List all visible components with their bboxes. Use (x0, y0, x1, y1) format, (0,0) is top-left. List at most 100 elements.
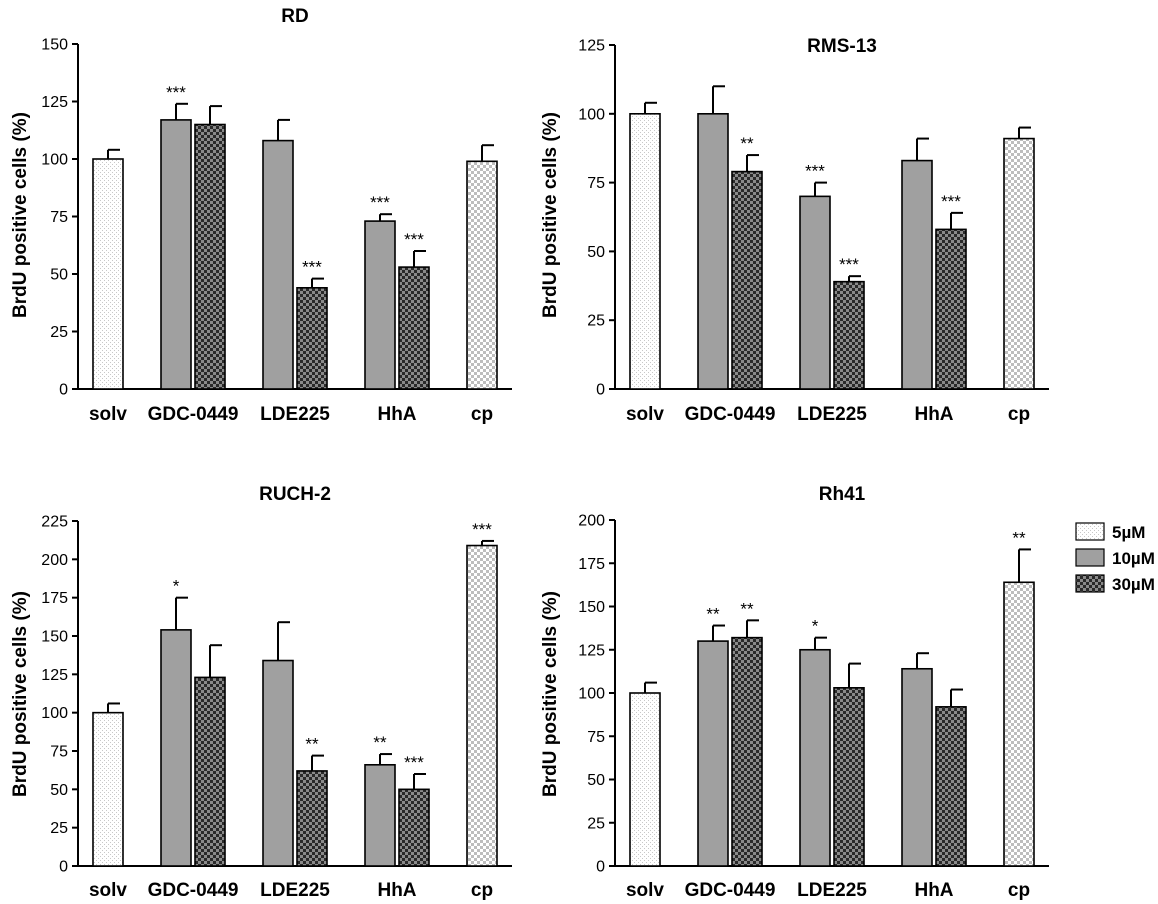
bar (901, 667, 933, 867)
category-label: GDC-0449 (148, 880, 239, 901)
bar (1003, 137, 1035, 390)
significance-label: ** (706, 605, 720, 624)
legend-swatch-30um (1075, 574, 1105, 593)
y-tick-label: 50 (50, 782, 68, 799)
legend-label-30um: 30µM (1112, 575, 1155, 594)
y-tick-label: 175 (41, 590, 68, 607)
y-tick-label: 200 (578, 513, 605, 530)
y-tick-label: 75 (587, 175, 605, 192)
category-label: GDC-0449 (148, 404, 239, 425)
y-tick-label: 25 (587, 815, 605, 832)
category-label: LDE225 (260, 404, 330, 425)
y-tick-label: 100 (41, 705, 68, 722)
bar (731, 170, 763, 390)
bar (194, 123, 226, 390)
y-tick-label: 150 (578, 599, 605, 616)
bar (833, 687, 865, 867)
category-label: solv (626, 404, 664, 425)
y-axis-label-rd: BrdU positive cells (%) (10, 112, 31, 318)
panel-title-ruch2: RUCH-2 (259, 484, 331, 505)
category-label: solv (89, 880, 127, 901)
category-label: LDE225 (260, 880, 330, 901)
bar (296, 286, 328, 390)
legend-label-5um: 5µM (1112, 523, 1145, 542)
bar (398, 788, 430, 867)
bar (364, 763, 396, 867)
significance-label: * (173, 577, 180, 596)
y-tick-label: 25 (587, 313, 605, 330)
y-tick-label: 25 (50, 820, 68, 837)
y-tick-label: 0 (59, 382, 68, 399)
panel-title-rms13: RMS-13 (807, 36, 877, 57)
y-tick-label: 125 (41, 94, 68, 111)
y-tick-label: 50 (587, 244, 605, 261)
category-label: GDC-0449 (685, 404, 776, 425)
bar (296, 770, 328, 867)
bar (262, 139, 294, 390)
y-axis-label-ruch2: BrdU positive cells (%) (10, 591, 31, 797)
bar (799, 195, 831, 390)
panel-title-rd: RD (281, 6, 308, 27)
y-tick-label: 100 (41, 152, 68, 169)
legend-label-10um: 10µM (1112, 549, 1155, 568)
y-tick-label: 75 (587, 729, 605, 746)
category-label: LDE225 (797, 404, 867, 425)
bar (160, 119, 192, 390)
y-tick-label: 175 (578, 556, 605, 573)
category-label: GDC-0449 (685, 880, 776, 901)
legend-swatch-10um (1075, 548, 1105, 567)
significance-label: *** (805, 162, 825, 181)
bar (92, 711, 124, 867)
category-label: HhA (377, 404, 416, 425)
bar (935, 706, 967, 867)
significance-label: ** (373, 733, 387, 752)
category-label: solv (626, 880, 664, 901)
significance-label: *** (472, 520, 492, 539)
significance-label: ** (305, 735, 319, 754)
y-tick-label: 0 (596, 382, 605, 399)
legend: 5µM 10µM 30µM (1075, 522, 1155, 594)
bar (833, 280, 865, 390)
significance-label: *** (404, 753, 424, 772)
y-tick-label: 125 (41, 667, 68, 684)
panel-title-rh41: Rh41 (819, 484, 866, 505)
category-label: cp (471, 404, 493, 425)
bar (92, 158, 124, 390)
significance-label: *** (839, 255, 859, 274)
significance-label: ** (740, 134, 754, 153)
significance-label: ** (740, 599, 754, 618)
category-label: cp (1008, 404, 1030, 425)
y-tick-label: 75 (50, 744, 68, 761)
bar (398, 266, 430, 390)
y-tick-label: 0 (596, 859, 605, 876)
y-tick-label: 200 (41, 552, 68, 569)
bar (731, 636, 763, 867)
bar (935, 228, 967, 390)
y-tick-label: 125 (578, 642, 605, 659)
category-labels-rms13: solv GDC-0449 LDE225 HhA cp (626, 404, 1030, 425)
y-tick-label: 50 (587, 772, 605, 789)
category-label: LDE225 (797, 880, 867, 901)
bar (629, 113, 661, 390)
significance-label: * (812, 617, 819, 636)
y-tick-label: 150 (41, 629, 68, 646)
y-axis-label-rh41: BrdU positive cells (%) (540, 591, 561, 797)
significance-label: *** (370, 193, 390, 212)
chart-panel-rd: 0 25 50 75 100 125 150 *** *** *** *** (41, 37, 512, 399)
category-label: cp (1008, 880, 1030, 901)
y-tick-label: 150 (41, 37, 68, 54)
y-tick-label: 225 (41, 514, 68, 531)
category-labels-rh41: solv GDC-0449 LDE225 HhA cp (626, 880, 1030, 901)
category-label: HhA (377, 880, 416, 901)
category-label: solv (89, 404, 127, 425)
y-axis-label-rms13: BrdU positive cells (%) (540, 112, 561, 318)
bar (466, 544, 498, 867)
significance-label: ** (1012, 528, 1026, 547)
bar (1003, 581, 1035, 867)
bar (466, 160, 498, 390)
bar (901, 159, 933, 390)
